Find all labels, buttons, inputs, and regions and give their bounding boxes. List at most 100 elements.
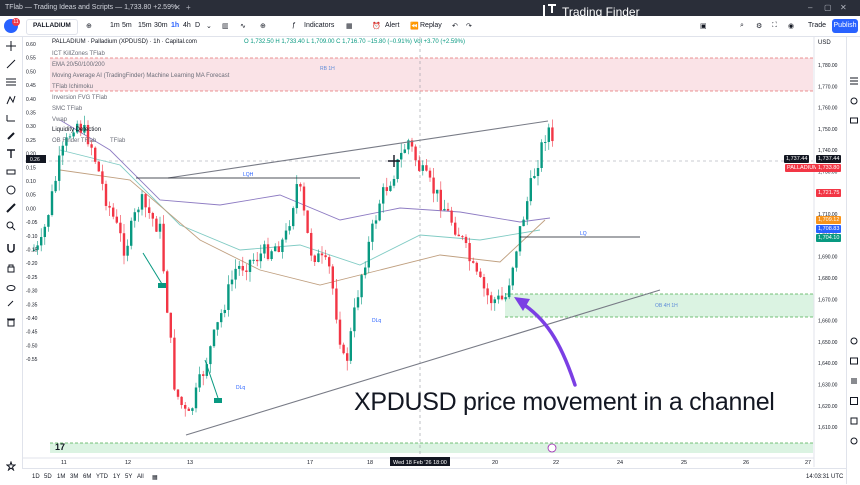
maximize-icon[interactable]: ▢	[824, 3, 832, 12]
tab-d[interactable]: D	[195, 22, 201, 29]
pattern-icon[interactable]	[6, 95, 16, 105]
add-symbol-icon[interactable]: ⊕	[86, 23, 92, 30]
replay-icon[interactable]: ⏪	[410, 23, 419, 30]
indicators-icon[interactable]: ƒ	[292, 22, 296, 29]
range-3m[interactable]: 3M	[70, 474, 79, 480]
signal-marker-b[interactable]	[214, 398, 222, 403]
favorite-icon[interactable]	[6, 461, 16, 471]
tab-1m[interactable]: 1m	[110, 22, 120, 29]
alerts-panel-icon[interactable]	[850, 97, 858, 105]
indicator-row[interactable]: TFlab Ichimoku	[52, 84, 94, 90]
lock-icon[interactable]	[6, 263, 16, 273]
indicator-row[interactable]: Liquidity Detection	[52, 127, 102, 133]
trade-button[interactable]: Trade	[808, 22, 827, 29]
indicators-button[interactable]: Indicators	[304, 22, 335, 29]
candle-body	[306, 210, 309, 233]
range-ytd[interactable]: YTD	[96, 474, 108, 480]
event-marker-icon[interactable]	[547, 443, 557, 453]
range-6m[interactable]: 6M	[83, 474, 92, 480]
calendar-icon[interactable]	[850, 357, 858, 365]
tab-4h[interactable]: 4h	[183, 22, 191, 29]
replay-button[interactable]: Replay	[420, 22, 442, 29]
camera-icon[interactable]: ◉	[788, 23, 795, 30]
visibility-icon[interactable]	[6, 283, 16, 293]
range-1d[interactable]: 1D	[32, 474, 40, 480]
range-1m[interactable]: 1M	[57, 474, 66, 480]
range-1y[interactable]: 1Y	[113, 474, 121, 480]
link-icon[interactable]	[6, 299, 16, 309]
chevron-down-icon[interactable]: ⌄	[206, 23, 212, 30]
left-axis-current: 0.26	[30, 157, 40, 163]
indicator-row[interactable]: EMA 20/50/100/200	[52, 62, 105, 68]
settings-icon[interactable]: ⚙	[756, 23, 763, 30]
trend-line-icon[interactable]	[6, 59, 16, 69]
indicator-row[interactable]: SMC TFlab	[52, 106, 83, 112]
minimize-icon[interactable]: –	[808, 3, 813, 12]
chat-icon[interactable]	[850, 117, 858, 125]
search-icon[interactable]: ⌕	[740, 22, 744, 29]
alert-button[interactable]: Alert	[385, 22, 400, 29]
tab-5m[interactable]: 5m	[122, 22, 132, 29]
channel-upper-line[interactable]	[167, 120, 549, 179]
measure-icon[interactable]	[6, 167, 16, 177]
symbol-title[interactable]: PALLADIUM · Palladium (XPDUSD) · 1h · Ca…	[52, 39, 197, 45]
candle-body	[479, 271, 482, 278]
brush-icon[interactable]	[6, 131, 16, 141]
channel-lower-line[interactable]	[185, 289, 661, 436]
browser-tab-title[interactable]: TFlab — Trading Ideas and Scripts — 1,73…	[5, 4, 178, 11]
ideas-icon[interactable]	[850, 337, 858, 345]
alert-icon[interactable]: ⏰	[372, 23, 381, 30]
tab-15m[interactable]: 15m	[138, 22, 152, 29]
fib-icon[interactable]	[6, 77, 16, 87]
tab-1h[interactable]: 1h	[171, 22, 180, 29]
symbol-search[interactable]: PALLADIUM	[26, 19, 78, 35]
signal-marker-a[interactable]	[158, 283, 166, 288]
forecast-icon[interactable]	[6, 113, 16, 123]
zoom-in-icon[interactable]	[6, 221, 16, 231]
crosshair-icon[interactable]	[6, 41, 16, 51]
close-window-icon[interactable]: ✕	[840, 3, 847, 12]
range-5y[interactable]: 5Y	[125, 474, 133, 480]
line-type-icon[interactable]: ∿	[240, 23, 246, 30]
candle-body	[457, 234, 460, 237]
indicator-row[interactable]: Moving Average AI (TradingFinder) Machin…	[52, 73, 230, 79]
candle-body	[540, 142, 543, 169]
ruler-icon[interactable]	[6, 203, 16, 213]
help-icon[interactable]	[850, 437, 858, 445]
range-all[interactable]: All	[137, 474, 144, 480]
notes-icon[interactable]	[850, 417, 858, 425]
tab-30m[interactable]: 30m	[154, 22, 168, 29]
candle-body	[371, 223, 374, 242]
indicator-row[interactable]: ICT KillZones TFlab	[52, 51, 105, 57]
close-tab-icon[interactable]: ✕	[174, 3, 181, 12]
calendar-range-icon[interactable]: ▦	[152, 475, 158, 481]
emoji-icon[interactable]	[6, 185, 16, 195]
trash-icon[interactable]	[6, 317, 16, 327]
candle-body	[533, 176, 536, 179]
time-axis-tick: 22	[553, 460, 559, 466]
undo-icon[interactable]: ↶	[452, 23, 458, 30]
indicator-row[interactable]: Inversion FVG TFlab	[52, 95, 108, 101]
screener-icon[interactable]	[850, 397, 858, 405]
layout-icon[interactable]: ▣	[700, 23, 707, 30]
candle-body	[508, 285, 511, 298]
fullscreen-icon[interactable]: ⛶	[772, 22, 777, 29]
candle-body	[61, 145, 64, 156]
indicator-row[interactable]: OB Finder TFlab	[52, 138, 97, 144]
news-icon[interactable]	[850, 377, 858, 385]
templates-icon[interactable]: ▦	[346, 23, 353, 30]
publish-button[interactable]: Publish	[832, 19, 858, 33]
new-tab-button[interactable]: +	[186, 3, 191, 12]
candle-body	[454, 222, 457, 235]
watchlist-icon[interactable]	[850, 77, 858, 85]
currency-label[interactable]: USD	[818, 40, 831, 46]
redo-icon[interactable]: ↷	[466, 23, 472, 30]
compare-icon[interactable]: ⊕	[260, 23, 266, 30]
bar-type-icon[interactable]: ▥	[222, 23, 229, 30]
indicator-row[interactable]: Vwap	[52, 117, 68, 123]
range-5d[interactable]: 5D	[44, 474, 52, 480]
text-tool-icon[interactable]	[6, 149, 16, 159]
magnet-icon[interactable]	[6, 243, 16, 253]
indicator-row[interactable]: TFlab	[110, 138, 126, 144]
